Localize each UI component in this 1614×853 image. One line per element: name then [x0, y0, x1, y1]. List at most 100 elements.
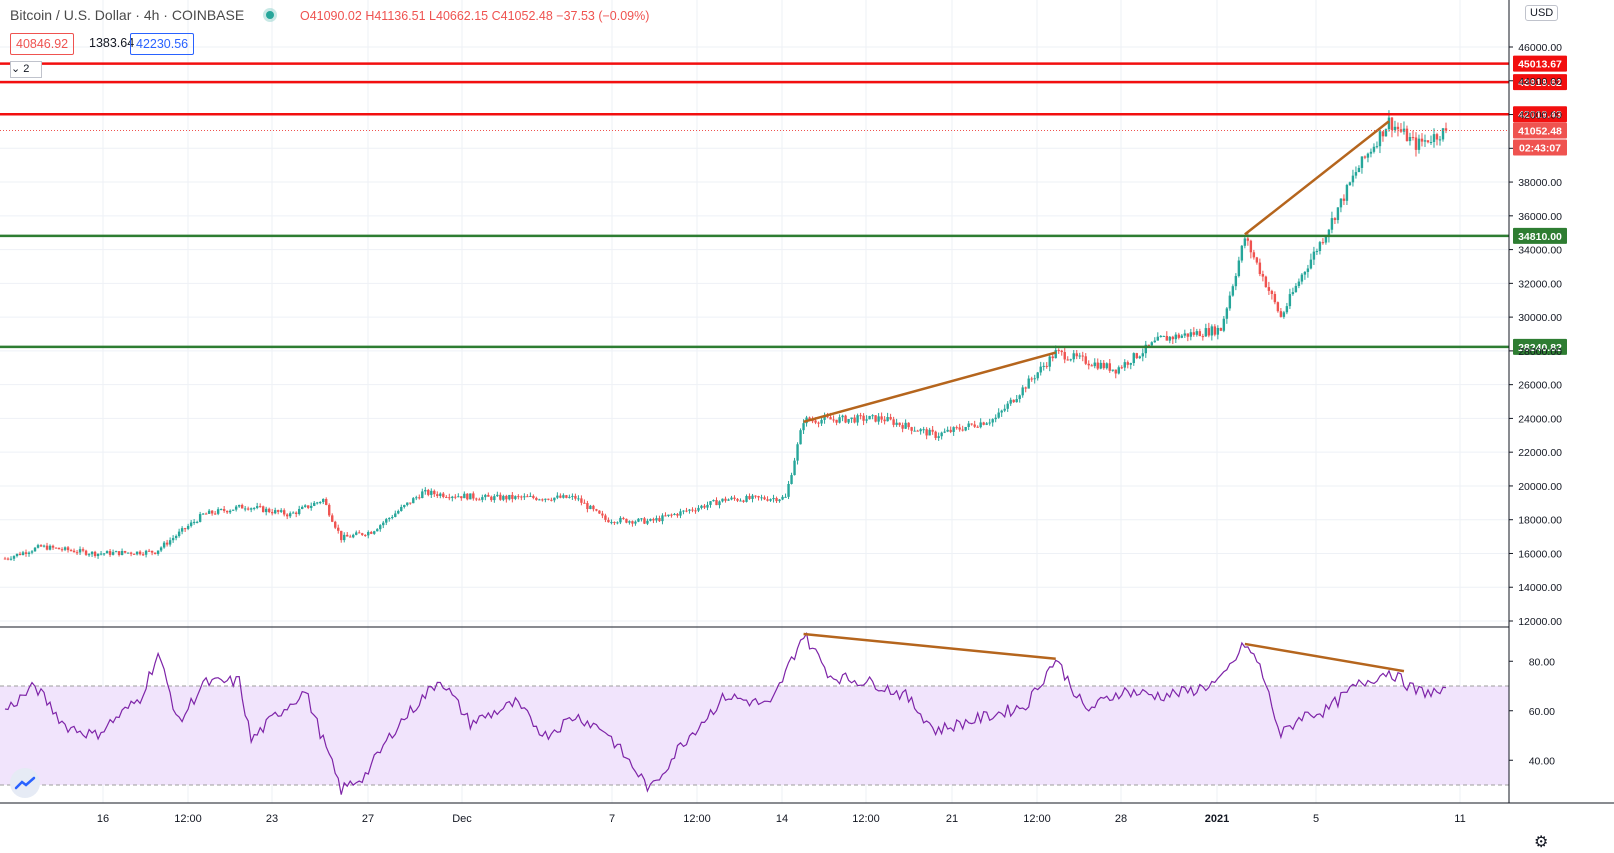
candle-body: [1243, 238, 1247, 246]
price-tick-label: 26000.00: [1518, 380, 1562, 392]
candle-body: [676, 513, 679, 516]
candle-body: [832, 419, 835, 421]
candle-body: [225, 510, 229, 513]
candle-body: [472, 493, 475, 499]
candle-body: [1390, 117, 1394, 131]
candle-body: [246, 508, 250, 510]
candle-body: [1081, 355, 1084, 357]
candle-body: [325, 499, 328, 505]
currency-button[interactable]: USD: [1525, 5, 1559, 21]
price-tick-label: 32000.00: [1518, 278, 1562, 290]
candle-body: [409, 502, 412, 504]
rsi-trend-line: [1244, 642, 1405, 673]
candle-body: [1270, 290, 1274, 294]
candle-body: [1006, 403, 1009, 409]
candle-body: [81, 549, 85, 551]
candle-body: [27, 552, 31, 554]
candle-body: [39, 545, 43, 547]
candle-body: [910, 427, 913, 431]
candle-body: [90, 551, 94, 555]
candle-body: [391, 516, 394, 519]
candle-body: [132, 553, 136, 555]
candle-body: [45, 545, 49, 550]
candle-body: [988, 422, 991, 424]
candle-body: [319, 502, 322, 504]
candle-body: [1285, 306, 1289, 313]
candle-body: [787, 483, 790, 497]
candle-body: [367, 532, 370, 536]
candle-body: [63, 547, 67, 550]
price-scale[interactable]: 45013.67 43919.62 42019.43 34810.00 28240.82…: [1508, 0, 1567, 803]
candle-body: [1240, 245, 1244, 261]
candle-body: [985, 423, 988, 425]
symbol-title[interactable]: Bitcoin / U.S. Dollar · 4h · COINBASE: [10, 7, 245, 23]
candle-body: [1147, 344, 1150, 346]
candle-body: [1366, 153, 1370, 158]
candle-body: [340, 530, 343, 541]
candle-body: [739, 500, 742, 502]
time-axis-label: 5: [1313, 813, 1319, 825]
candle-body: [505, 495, 508, 500]
price-tick-label: 14000.00: [1518, 582, 1562, 594]
candle-body: [403, 505, 406, 507]
candle-body: [475, 498, 478, 500]
candle-body: [1129, 363, 1132, 365]
candle-body: [1084, 356, 1087, 364]
candle-body: [1213, 326, 1217, 335]
candle-body: [769, 499, 772, 501]
candle-body: [240, 504, 244, 509]
candle-body: [628, 521, 631, 523]
candle-body: [1003, 408, 1006, 411]
candle-body: [823, 416, 826, 420]
rsi-scale: 80.00 60.00 40.00: [1509, 656, 1555, 767]
candle-body: [51, 545, 55, 548]
time-axis[interactable]: 16 12:00 23 27 Dec 7 12:00 14 12:00 21 12:00 28 2021…: [97, 813, 1466, 825]
candle-body: [844, 415, 847, 423]
candle-body: [1321, 242, 1325, 244]
candle-body: [174, 535, 178, 539]
candle-body: [1048, 356, 1051, 367]
candle-body: [913, 430, 916, 432]
gear-icon[interactable]: ⚙: [1534, 834, 1549, 851]
candle-body: [1027, 378, 1030, 389]
candle-body: [331, 515, 334, 522]
candle-body: [1306, 268, 1310, 272]
price-tick-label: 36000.00: [1518, 211, 1562, 223]
sell-price-button[interactable]: 40846.92: [10, 33, 75, 55]
candle-body: [1300, 274, 1304, 282]
candle-body: [964, 426, 967, 431]
candle-body: [439, 493, 442, 496]
candle-body: [691, 509, 694, 511]
candle-body: [622, 517, 625, 519]
candle-body: [1225, 308, 1229, 319]
price-tick-label: 38000.00: [1518, 177, 1562, 189]
indicator-collapse-button[interactable]: ⌄ 2: [10, 61, 42, 78]
candle-body: [427, 489, 430, 495]
candle-body: [1039, 366, 1042, 373]
candle-body: [772, 498, 775, 500]
candle-body: [946, 429, 949, 432]
candle-body: [1234, 276, 1238, 287]
candle-body: [135, 551, 139, 555]
candle-body: [1159, 335, 1163, 337]
candle-body: [313, 502, 316, 506]
candle-body: [790, 475, 793, 484]
candle-body: [631, 521, 634, 524]
candle-body: [1024, 387, 1027, 389]
candle-body: [298, 508, 301, 515]
time-axis-label: 12:00: [1023, 813, 1051, 825]
price-tick-label: 16000.00: [1518, 548, 1562, 560]
candle-body: [1279, 311, 1283, 317]
candle-body: [1222, 318, 1226, 331]
price-tick-label: 44000.00: [1518, 76, 1562, 88]
candle-body: [517, 496, 520, 498]
tradingview-logo-icon[interactable]: [10, 768, 40, 798]
buy-price-button[interactable]: 42230.56: [130, 33, 195, 55]
candle-body: [60, 549, 64, 551]
candle-body: [1141, 353, 1144, 357]
candle-body: [349, 536, 352, 538]
price-tick-label: 22000.00: [1518, 447, 1562, 459]
candle-body: [529, 495, 532, 497]
candle-body: [763, 497, 766, 500]
